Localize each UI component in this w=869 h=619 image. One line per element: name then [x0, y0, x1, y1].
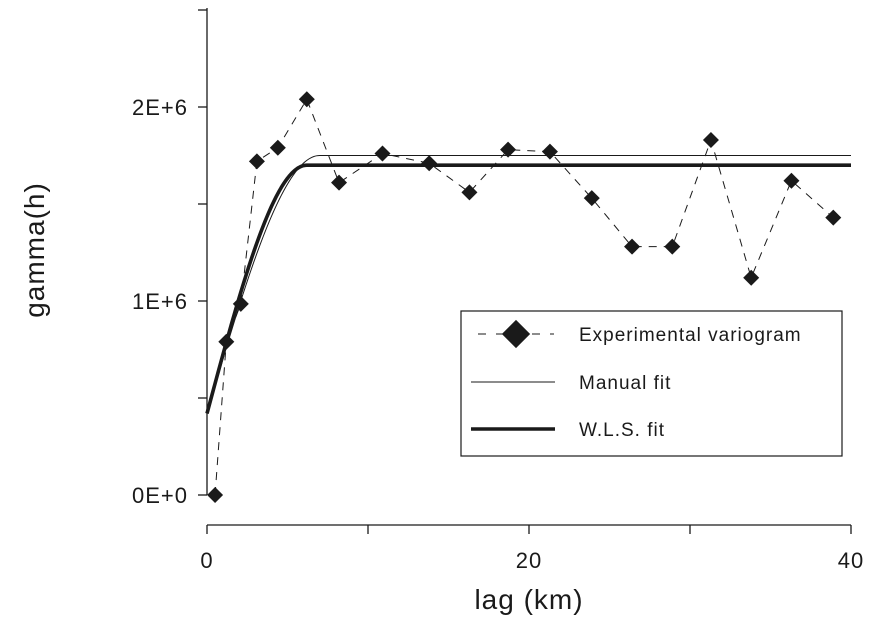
- wls-fit-line: [205, 163, 852, 414]
- y-tick-label: 2E+6: [132, 95, 188, 120]
- tick-labels: 0E+0 1E+6 2E+6 0 20 40: [132, 95, 864, 573]
- experimental-point: [624, 238, 641, 255]
- experimental-point: [664, 238, 681, 255]
- experimental-point: [783, 172, 800, 189]
- legend: Experimental variogram Manual fit W.L.S.…: [460, 310, 843, 457]
- y-axis-title: gamma(h): [19, 182, 50, 318]
- legend-diamond-icon: [501, 319, 531, 349]
- experimental-point: [825, 209, 842, 226]
- experimental-point: [421, 155, 438, 172]
- x-tick-label: 0: [200, 548, 213, 573]
- experimental-point: [500, 141, 517, 158]
- experimental-point: [218, 333, 235, 350]
- experimental-point: [541, 143, 558, 160]
- experimental-point: [702, 131, 719, 148]
- legend-label-experimental: Experimental variogram: [579, 325, 802, 346]
- experimental-point: [207, 487, 224, 503]
- experimental-point: [248, 153, 265, 170]
- x-axis-title: lag (km): [474, 584, 583, 615]
- experimental-point: [331, 174, 348, 191]
- data-points: [207, 91, 842, 503]
- x-tick-label: 20: [516, 548, 542, 573]
- legend-label-wls: W.L.S. fit: [579, 420, 665, 441]
- experimental-point: [583, 190, 600, 207]
- experimental-point: [269, 139, 286, 156]
- y-tick-label: 1E+6: [132, 289, 188, 314]
- ticks: [198, 9, 852, 534]
- x-tick-label: 40: [838, 548, 864, 573]
- y-tick-label: 0E+0: [132, 483, 188, 508]
- manual-fit-line: [206, 155, 851, 414]
- experimental-point: [298, 91, 315, 108]
- experimental-point: [232, 295, 249, 312]
- experimental-point: [374, 145, 391, 162]
- experimental-point: [461, 184, 478, 201]
- experimental-point: [743, 269, 760, 286]
- legend-label-manual: Manual fit: [579, 373, 671, 394]
